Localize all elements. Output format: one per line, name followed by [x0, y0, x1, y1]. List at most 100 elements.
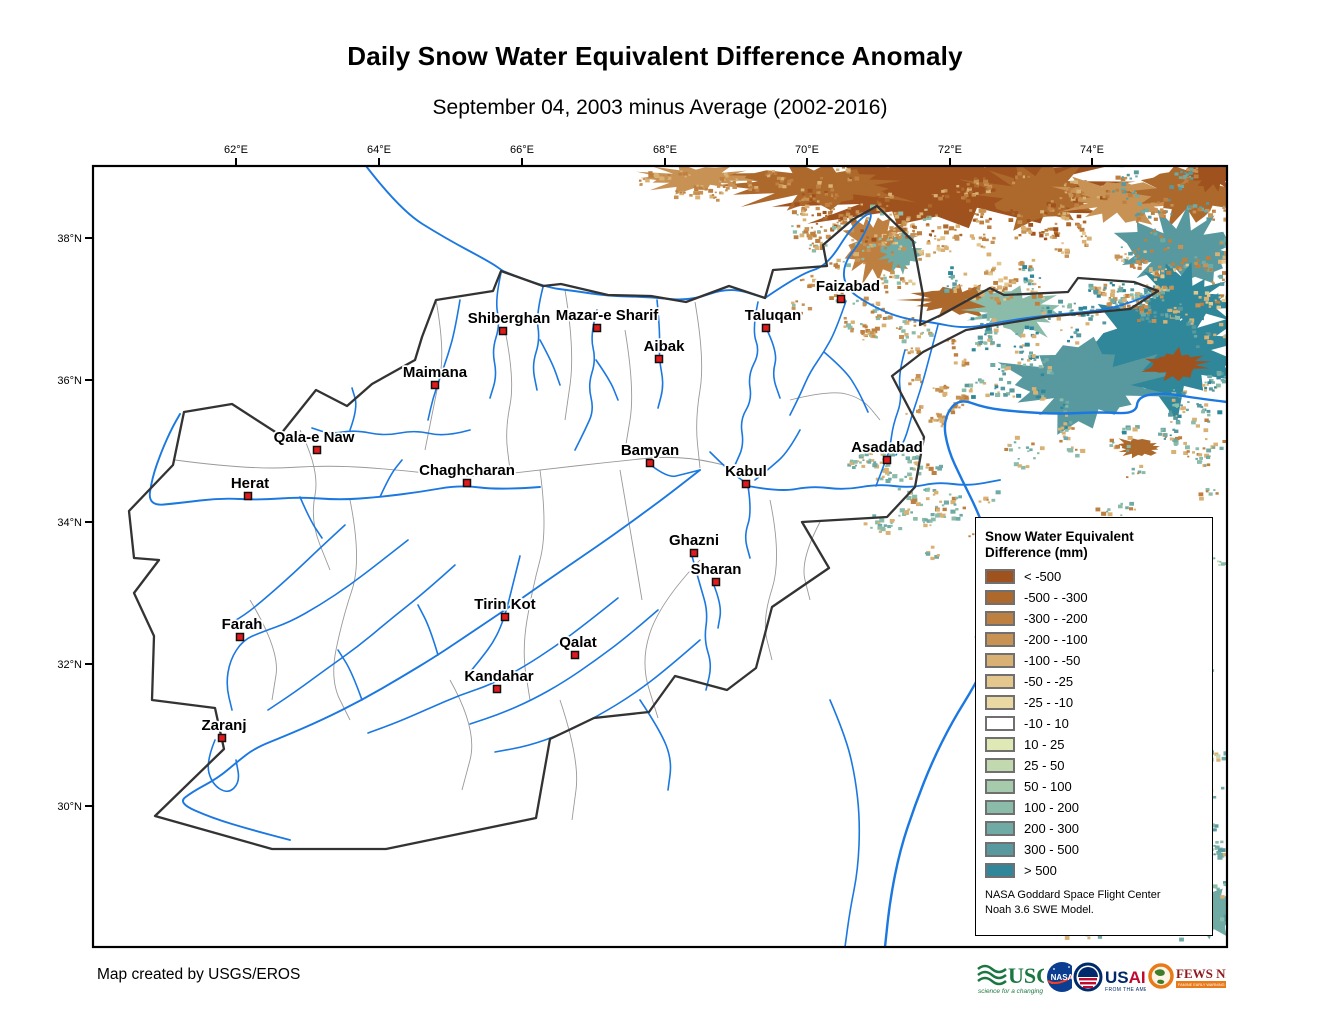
city-mazar-e-sharif: Mazar-e Sharif — [554, 305, 661, 333]
city-taluqan: Taluqan — [743, 305, 803, 333]
legend-row: -50 - -25 — [985, 671, 1206, 692]
legend-swatch-icon — [985, 758, 1015, 773]
usaid-seal-icon — [1073, 962, 1103, 992]
city-maimana: Maimana — [401, 362, 469, 390]
legend-swatch-icon — [985, 569, 1015, 584]
province-boundaries — [174, 289, 881, 821]
legend-row: -100 - -50 — [985, 650, 1206, 671]
legend-row: < -500 — [985, 566, 1206, 587]
legend-source-line2: Noah 3.6 SWE Model. — [985, 903, 1094, 916]
city-zaranj: Zaranj — [200, 715, 248, 743]
footer-logos: USGS science for a changing world NASA U… — [976, 954, 1226, 1000]
legend-swatch-icon — [985, 695, 1015, 710]
x-tick-label: 64°E — [367, 144, 391, 156]
legend-entry-label: -100 - -50 — [1024, 653, 1081, 668]
legend-swatch-icon — [985, 590, 1015, 605]
usaid-logo: USAID FROM THE AMERICAN PEOPLE — [1073, 962, 1146, 993]
y-tick-label: 30°N — [57, 801, 82, 813]
city-kandahar: Kandahar — [463, 666, 536, 694]
y-tick-label: 36°N — [57, 375, 82, 387]
legend-entry-label: -50 - -25 — [1024, 674, 1074, 689]
legend-swatch-icon — [985, 863, 1015, 878]
usgs-waves-icon — [977, 964, 1007, 986]
legend-row: -200 - -100 — [985, 629, 1206, 650]
nasa-logo: NASA — [1047, 962, 1072, 992]
legend-swatch-icon — [985, 716, 1015, 731]
city-dot-icon — [836, 294, 846, 304]
x-tick-label: 66°E — [510, 144, 534, 156]
city-dot-icon — [217, 733, 227, 743]
legend-row: -10 - 10 — [985, 713, 1206, 734]
city-bamyan: Bamyan — [619, 440, 681, 468]
city-qalat: Qalat — [557, 632, 599, 660]
usgs-wordmark: USGS — [1008, 963, 1044, 988]
city-label: Kandahar — [464, 668, 533, 685]
y-tick-label: 34°N — [57, 517, 82, 529]
nasa-wordmark: NASA — [1051, 973, 1072, 982]
city-ghazni: Ghazni — [667, 530, 721, 558]
city-label: Kabul — [725, 463, 767, 480]
city-markers: Faizabad Taluqan Mazar-e Sharif Shiberghan A… — [200, 276, 925, 743]
fews-net-logo: FEWS NET FAMINE EARLY WARNING SYSTEMS NE… — [1148, 963, 1226, 989]
usgs-logo: USGS science for a changing world — [977, 963, 1044, 995]
city-dot-icon — [689, 548, 699, 558]
city-label: Qalat — [559, 634, 597, 651]
country-border-afghanistan — [127, 204, 1160, 851]
x-tick-label: 70°E — [795, 144, 819, 156]
city-tirin-kot: Tirin Kot — [473, 594, 537, 622]
legend-row: -300 - -200 — [985, 608, 1206, 629]
legend-row: -500 - -300 — [985, 587, 1206, 608]
legend-row: 10 - 25 — [985, 734, 1206, 755]
legend-entry-label: -25 - -10 — [1024, 695, 1074, 710]
fews-net-banner — [1176, 981, 1226, 988]
city-aibak: Aibak — [642, 336, 687, 364]
page-subtitle: September 04, 2003 minus Average (2002-2… — [432, 96, 888, 119]
city-dot-icon — [462, 478, 472, 488]
city-label: Bamyan — [621, 442, 679, 459]
map-credit: Map created by USGS/EROS — [97, 966, 301, 983]
legend-row: 50 - 100 — [985, 776, 1206, 797]
city-dot-icon — [592, 323, 602, 333]
legend-swatch-icon — [985, 821, 1015, 836]
legend-swatch-icon — [985, 737, 1015, 752]
legend-swatch-icon — [985, 842, 1015, 857]
city-label: Sharan — [691, 561, 742, 578]
city-chaghcharan: Chaghcharan — [417, 460, 517, 488]
city-label: Mazar-e Sharif — [556, 307, 660, 324]
city-label: Zaranj — [201, 717, 246, 734]
city-asadabad: Asadabad — [849, 437, 925, 465]
legend-entry-label: -500 - -300 — [1024, 590, 1088, 605]
city-label: Farah — [222, 616, 263, 633]
page-title: Daily Snow Water Equivalent Difference A… — [347, 41, 963, 71]
city-label: Aibak — [644, 338, 686, 355]
legend-entry-label: > 500 — [1024, 863, 1057, 878]
legend-swatch-icon — [985, 779, 1015, 794]
legend-swatch-icon — [985, 611, 1015, 626]
city-dot-icon — [741, 479, 751, 489]
legend-entry-label: 200 - 300 — [1024, 821, 1079, 836]
city-label: Faizabad — [816, 278, 880, 295]
city-dot-icon — [235, 632, 245, 642]
legend-title-line1: Snow Water Equivalent — [985, 529, 1134, 544]
city-label: Maimana — [403, 364, 468, 381]
city-label: Taluqan — [745, 307, 801, 324]
city-dot-icon — [312, 445, 322, 455]
legend-entry-label: < -500 — [1024, 569, 1062, 584]
city-label: Asadabad — [851, 439, 923, 456]
usgs-tagline: science for a changing world — [978, 988, 1044, 995]
fews-net-tagline: FAMINE EARLY WARNING SYSTEMS NETWORK — [1178, 983, 1226, 987]
nasa-swoosh-icon — [1047, 974, 1072, 984]
nasa-meatball-icon — [1047, 962, 1072, 992]
city-label: Qala-e Naw — [274, 429, 355, 446]
city-qala-e-naw: Qala-e Naw — [272, 427, 357, 455]
legend-title-line2: Difference (mm) — [985, 545, 1088, 560]
x-tick-label: 62°E — [224, 144, 248, 156]
city-label: Ghazni — [669, 532, 719, 549]
legend-swatch-icon — [985, 653, 1015, 668]
legend-title: Snow Water Equivalent Difference (mm) — [985, 529, 1206, 561]
city-sharan: Sharan — [689, 559, 743, 587]
map-frame — [91, 164, 1229, 949]
city-faizabad: Faizabad — [814, 276, 882, 304]
city-dot-icon — [498, 326, 508, 336]
